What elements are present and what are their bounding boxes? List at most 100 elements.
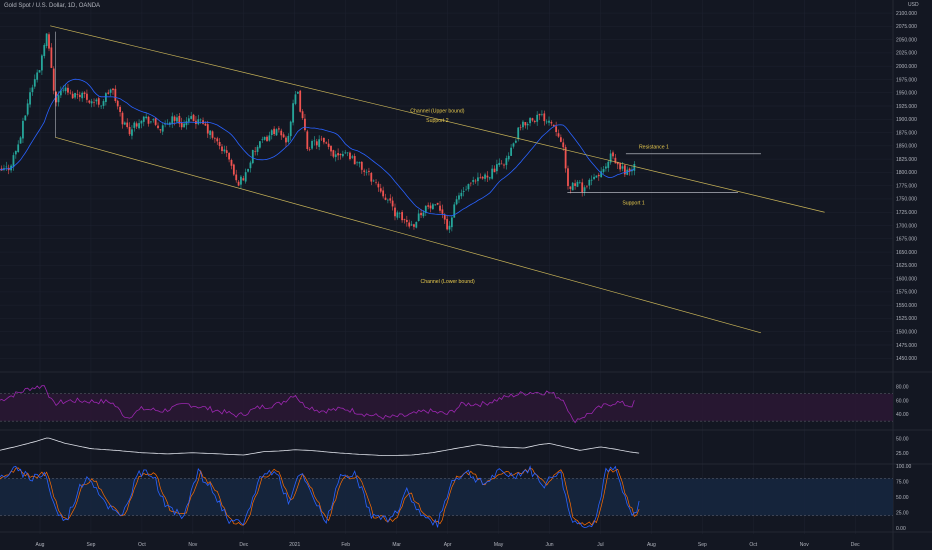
candle-body [294,94,297,104]
candle-body [211,131,214,138]
candle-body [266,136,268,142]
candle-body [432,204,434,210]
candle-body [197,119,200,125]
candle-body [17,144,20,153]
candle-body [230,159,233,166]
candle-body [93,102,95,103]
candle-body [401,212,404,221]
candle-body [567,168,569,187]
candle-body [417,213,420,221]
time-tick-label: Aug [36,542,45,548]
candle-body [491,168,494,179]
candle-body [48,34,50,49]
candle-body [429,205,432,209]
candle-body [368,170,370,172]
candle-body [619,163,622,170]
candle-body [218,142,221,146]
indicator-tick-label: 50.00 [896,495,909,501]
candle-body [593,176,595,180]
candle-body [301,111,304,119]
candle-body [538,113,541,116]
price-tick-label: 1950.000 [896,91,917,97]
candle-body [600,171,603,178]
candle-body [287,135,290,142]
candle-body [327,143,330,147]
time-tick-label: Jul [597,542,603,548]
candle-body [315,141,318,146]
candle-body [90,101,93,104]
candle-body [356,162,358,164]
candle-body [104,93,107,102]
indicator-tick-label: 40.00 [896,412,909,418]
candle-body [609,153,612,163]
candle-body [334,154,337,158]
chart-annotation: Support 1 [622,200,645,206]
candle-body [57,95,60,103]
candle-body [62,89,65,91]
candle-body [351,156,354,158]
price-tick-label: 2050.000 [896,37,917,43]
candle-body [320,138,323,140]
candle-body [183,123,185,128]
candle-body [14,150,17,155]
candle-body [223,149,226,152]
candle-body [166,123,169,124]
candle-body [413,224,415,227]
candle-body [562,142,565,148]
candle-body [597,174,600,177]
candle-body [83,92,86,94]
candle-body [318,139,321,147]
candle-body [415,221,418,228]
candle-body [322,137,325,143]
candle-body [503,164,505,166]
price-tick-label: 1925.000 [896,104,917,110]
candle-body [131,129,133,136]
candle-body [69,92,72,94]
candle-body [24,115,27,121]
candle-body [493,168,496,173]
candle-body [71,93,74,99]
candle-body [420,212,422,216]
candle-body [581,182,584,193]
price-tick-label: 1900.000 [896,117,917,123]
candle-body [50,47,53,68]
candle-body [474,180,477,182]
candle-body [389,198,392,201]
candle-body [142,116,145,122]
candle-body [379,188,382,192]
candle-body [76,93,79,95]
candle-body [313,140,316,142]
price-tick-label: 1550.000 [896,303,917,309]
candle-body [332,150,335,157]
candle-body [484,174,486,179]
candle-body [308,149,311,150]
candle-body [467,184,470,190]
candle-body [306,131,309,149]
candle-body [569,186,572,189]
price-tick-label: 1525.000 [896,316,917,322]
candle-body [465,189,467,191]
candle-body [403,219,406,221]
price-tick-label: 1750.000 [896,197,917,203]
candle-body [29,92,31,105]
candle-body [458,195,460,200]
candle-body [22,120,24,139]
candle-body [154,118,157,125]
time-tick-label: Sep [86,542,95,548]
candle-body [434,204,437,206]
candle-body [209,130,212,136]
candle-body [564,147,567,169]
candle-body [240,176,242,185]
stoch-k-line [0,465,640,529]
price-tick-label: 2075.000 [896,24,917,30]
candle-body [263,136,266,140]
candle-body [88,100,91,103]
candle-body [391,200,394,207]
candle-body [477,177,479,182]
time-tick-label: Mar [392,542,401,548]
candle-body [455,199,458,205]
candle-body [377,183,380,188]
candle-body [524,122,527,126]
candle-body [346,152,349,154]
